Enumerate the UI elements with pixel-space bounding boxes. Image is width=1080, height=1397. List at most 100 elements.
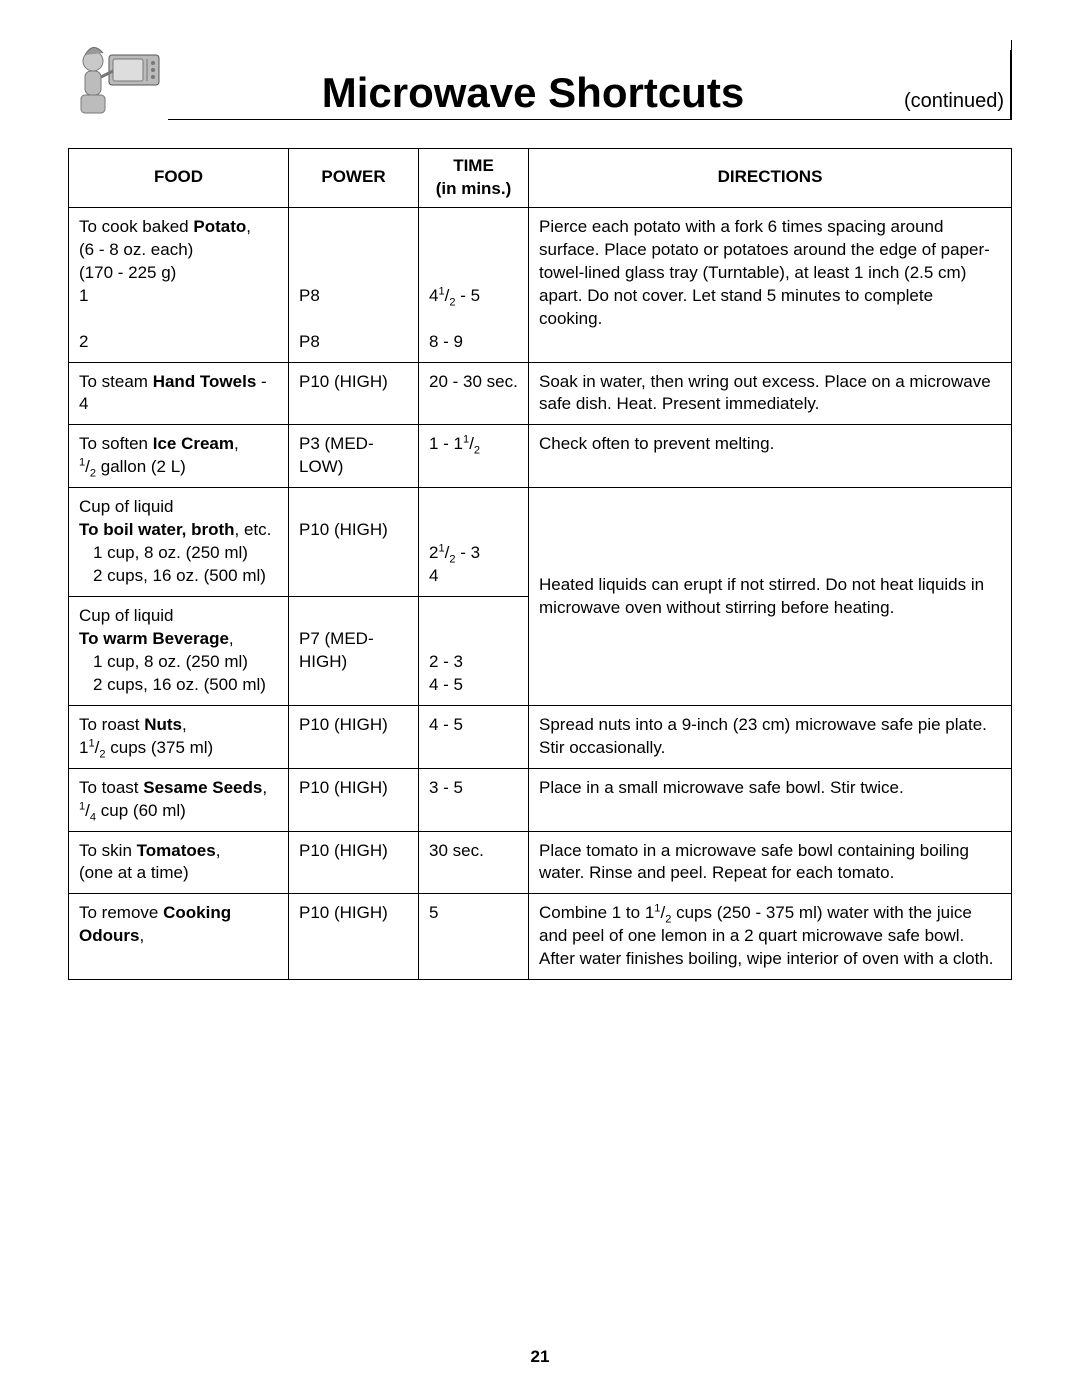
cell-directions: Place in a small microwave safe bowl. St…: [529, 768, 1012, 831]
text: P7 (MED-HIGH): [299, 629, 374, 671]
text-bold: To warm Beverage: [79, 629, 229, 648]
col-time-header: TIME (in mins.): [419, 149, 529, 208]
col-power-header: POWER: [289, 149, 419, 208]
text: Cup of liquid: [79, 606, 174, 625]
text: , etc.: [235, 520, 272, 539]
text: 4: [429, 566, 438, 585]
text: Cup of liquid: [79, 497, 174, 516]
text: 1: [79, 286, 88, 305]
cell-directions: Spread nuts into a 9-inch (23 cm) microw…: [529, 705, 1012, 768]
text: P8: [299, 286, 320, 305]
text: ,: [182, 715, 187, 734]
cell-food: To remove Cooking Odours,: [69, 894, 289, 980]
cell-food: To roast Nuts, 11/2 cups (375 ml): [69, 705, 289, 768]
text-bold: Hand Towels: [153, 372, 257, 391]
cell-food: To steam Hand Towels - 4: [69, 362, 289, 425]
time-header-l1: TIME: [453, 156, 494, 175]
table-header-row: FOOD POWER TIME (in mins.) DIRECTIONS: [69, 149, 1012, 208]
row-boil-water: Cup of liquid To boil water, broth, etc.…: [69, 488, 1012, 597]
cell-power: P10 (HIGH): [289, 768, 419, 831]
cell-food: Cup of liquid To boil water, broth, etc.…: [69, 488, 289, 597]
text-bold: To boil water, broth: [79, 520, 235, 539]
t: - 5: [456, 286, 481, 305]
row-ice-cream: To soften Ice Cream, 1/2 gallon (2 L) P3…: [69, 425, 1012, 488]
text: To cook baked: [79, 217, 193, 236]
t: cups (375 ml): [106, 738, 214, 757]
col-directions-header: DIRECTIONS: [529, 149, 1012, 208]
text-bold: Sesame Seeds: [143, 778, 262, 797]
text: 1 cup, 8 oz. (250 ml): [79, 542, 248, 565]
text: P10 (HIGH): [299, 520, 388, 539]
text: ,: [262, 778, 267, 797]
shortcuts-table: FOOD POWER TIME (in mins.) DIRECTIONS To…: [68, 148, 1012, 980]
t: gallon (2 L): [96, 457, 186, 476]
cell-food: To skin Tomatoes, (one at a time): [69, 831, 289, 894]
cell-power: P10 (HIGH): [289, 705, 419, 768]
page-header: Microwave Shortcuts (continued): [68, 40, 1012, 120]
microwave-cartoon-icon: [68, 40, 168, 120]
text: (one at a time): [79, 863, 189, 882]
col-food-header: FOOD: [69, 149, 289, 208]
text: ,: [139, 926, 144, 945]
title-underline: Microwave Shortcuts: [168, 47, 898, 120]
t: - 3: [456, 543, 481, 562]
text: ,: [216, 841, 221, 860]
cell-food: Cup of liquid To warm Beverage, 1 cup, 8…: [69, 597, 289, 706]
cell-time: 5: [419, 894, 529, 980]
text: To skin: [79, 841, 137, 860]
cell-power: P10 (HIGH): [289, 831, 419, 894]
cell-power: P10 (HIGH): [289, 488, 419, 597]
frac: 1/2: [654, 903, 671, 922]
cell-power: P3 (MED-LOW): [289, 425, 419, 488]
page-number: 21: [0, 1347, 1080, 1367]
cell-directions: Soak in water, then wring out excess. Pl…: [529, 362, 1012, 425]
text: To soften: [79, 434, 153, 453]
text: 1 cup, 8 oz. (250 ml): [79, 651, 248, 674]
cell-power: P7 (MED-HIGH): [289, 597, 419, 706]
text: 1/2 gallon (2 L): [79, 457, 186, 476]
cell-power: P10 (HIGH): [289, 894, 419, 980]
page-title: Microwave Shortcuts: [322, 69, 744, 117]
cell-power: P10 (HIGH): [289, 362, 419, 425]
text: 4 - 5: [429, 675, 463, 694]
cell-food: To cook baked Potato, (6 - 8 oz. each) (…: [69, 207, 289, 362]
text: ,: [229, 629, 234, 648]
cell-time: 2 - 3 4 - 5: [419, 597, 529, 706]
cell-time: 20 - 30 sec.: [419, 362, 529, 425]
t: Combine 1 to 1: [539, 903, 654, 922]
cell-directions: Place tomato in a microwave safe bowl co…: [529, 831, 1012, 894]
manual-page: [ Microwave Shortcuts (continued): [0, 0, 1080, 1397]
row-nuts: To roast Nuts, 11/2 cups (375 ml) P10 (H…: [69, 705, 1012, 768]
cell-time: 30 sec.: [419, 831, 529, 894]
cell-food: To toast Sesame Seeds, 1/4 cup (60 ml): [69, 768, 289, 831]
text: 1 - 11/2: [429, 434, 480, 453]
text: To toast: [79, 778, 143, 797]
left-bracket-decor: [: [0, 35, 1, 82]
cell-time: 4 - 5: [419, 705, 529, 768]
cell-food: To soften Ice Cream, 1/2 gallon (2 L): [69, 425, 289, 488]
cell-time: 1 - 11/2: [419, 425, 529, 488]
text: 21/2 - 3: [429, 543, 480, 562]
cell-time: 3 - 5: [419, 768, 529, 831]
cell-directions: Heated liquids can erupt if not stirred.…: [529, 488, 1012, 706]
cell-directions: Pierce each potato with a fork 6 times s…: [529, 207, 1012, 362]
cell-directions: Check often to prevent melting.: [529, 425, 1012, 488]
cell-time: 41/2 - 5 8 - 9: [419, 207, 529, 362]
text-bold: Ice Cream: [153, 434, 234, 453]
continued-label: (continued): [898, 50, 1011, 120]
text: 2 - 3: [429, 652, 463, 671]
t: cup (60 ml): [96, 801, 186, 820]
text: 2: [79, 332, 88, 351]
text: To roast: [79, 715, 144, 734]
text: 8 - 9: [429, 332, 463, 351]
cell-power: P8 P8: [289, 207, 419, 362]
row-odours: To remove Cooking Odours, P10 (HIGH) 5 C…: [69, 894, 1012, 980]
text: 2 cups, 16 oz. (500 ml): [79, 565, 266, 588]
time-header-l2: (in mins.): [436, 179, 512, 198]
text: ,: [246, 217, 251, 236]
cell-time: 21/2 - 3 4: [419, 488, 529, 597]
text: 1/4 cup (60 ml): [79, 801, 186, 820]
text: ,: [234, 434, 239, 453]
text: 11/2 cups (375 ml): [79, 738, 213, 757]
text-bold: Potato: [193, 217, 246, 236]
